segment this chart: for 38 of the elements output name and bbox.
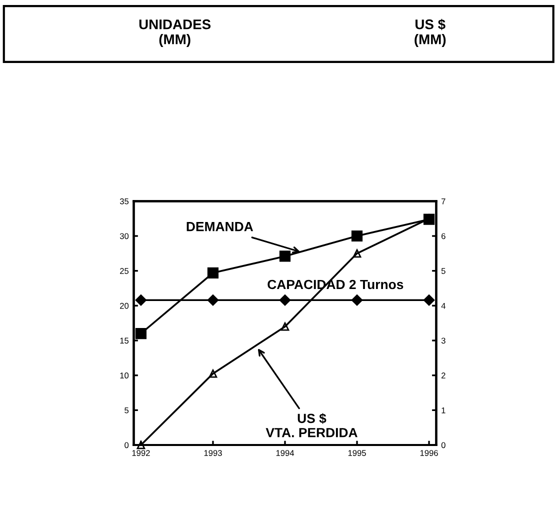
point [135,294,147,306]
y-tick-label: 15 [120,338,129,344]
y-tick-label: 0 [124,442,129,448]
point [136,440,146,450]
y-tick-label: 30 [120,233,129,240]
point [351,294,363,306]
x-tick-label: 1995 [348,450,366,456]
y-tick-label: 10 [120,372,129,378]
y-tick-label: 5 [124,407,129,414]
text: US $ (MM) [414,18,446,47]
y2-tick-label: 7 [442,198,446,204]
point [208,369,218,378]
x-tick-label: 1993 [204,450,222,456]
annotation: US $ VTA. PERDIDA [266,413,358,438]
y2-tick-label: 6 [442,233,446,240]
y2-tick-label: 2 [442,372,446,378]
point [352,249,362,258]
point [351,230,363,242]
point [279,250,291,262]
annotation: DEMANDA [186,222,254,232]
y2-tick-label: 1 [442,407,446,414]
y2-tick-label: 5 [441,268,446,274]
point [135,328,147,340]
point [280,322,290,331]
y2-tick-label: 0 [441,442,446,448]
text: UNIDADES (MM) [139,19,211,47]
point [279,294,291,306]
x-tick-label: 1996 [420,450,438,456]
x-tick-label: 1992 [132,450,150,456]
point [207,294,219,306]
point [423,294,435,306]
y2-tick-label: 4 [441,302,446,309]
y2-tick-label: 3 [441,338,446,344]
y-tick-label: 25 [120,268,129,274]
y-tick-label: 20 [120,302,129,309]
x-tick-label: 1994 [276,450,294,456]
y-tick-label: 35 [120,198,129,204]
point [207,267,219,278]
